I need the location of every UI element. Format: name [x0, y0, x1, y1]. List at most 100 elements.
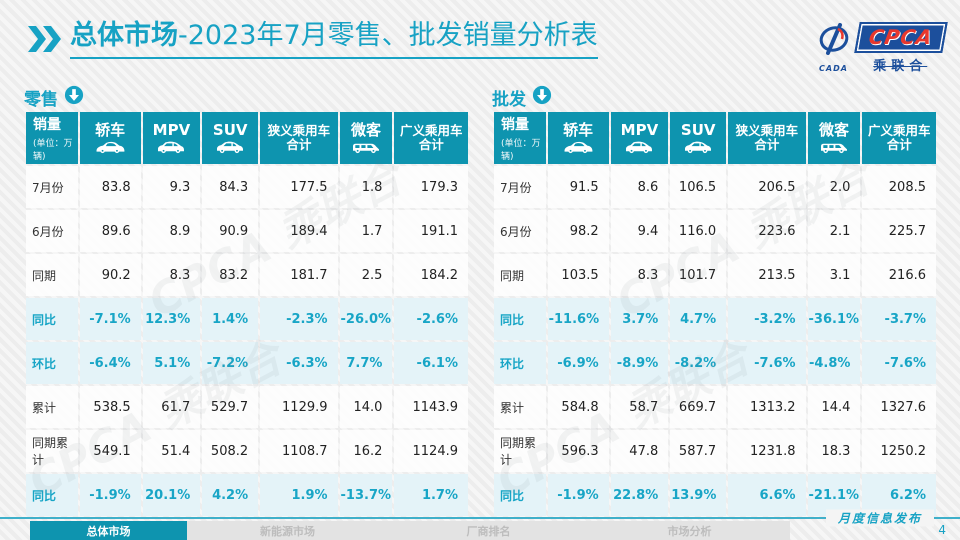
header-row: 销量 (单位：万辆) 轿车 MPV SUV 狭义乘用车 合计 微客 广义乘用车 合计 — [494, 112, 936, 164]
table-row: 同期 90.2 8.3 83.2 181.7 2.5 184.2 — [26, 254, 468, 296]
cell: 14.0 — [339, 386, 393, 428]
cell: 8.3 — [610, 254, 669, 296]
row-label: 累计 — [494, 386, 546, 428]
cell: 1129.9 — [260, 386, 338, 428]
cell: -6.9% — [547, 342, 609, 384]
cell: 12.3% — [142, 298, 201, 340]
cell: 91.5 — [547, 166, 609, 208]
cell: 6.2% — [862, 474, 936, 516]
footer-tabs: 总体市场 新能源市场 厂商排名 市场分析 — [30, 521, 790, 540]
column-header: 狭义乘用车 合计 — [260, 112, 338, 164]
cell: 1.8 — [339, 166, 393, 208]
cell: 1327.6 — [862, 386, 936, 428]
cell: 189.4 — [260, 210, 338, 252]
cell: 549.1 — [79, 430, 141, 472]
cell: 8.6 — [610, 166, 669, 208]
row-label: 环比 — [26, 342, 78, 384]
cell: 90.9 — [202, 210, 259, 252]
tab-nev-market[interactable]: 新能源市场 — [260, 524, 315, 538]
release-label: 月度信息发布 — [825, 509, 934, 527]
cell: -7.2% — [202, 342, 259, 384]
cell: 1250.2 — [862, 430, 936, 472]
cell: 20.1% — [142, 474, 201, 516]
footer-tab-strip: 新能源市场 厂商排名 市场分析 — [187, 521, 790, 540]
column-label: 轿车 — [95, 120, 126, 139]
microvan-icon — [340, 141, 393, 154]
cell: 6.6% — [728, 474, 806, 516]
tab-market-analysis[interactable]: 市场分析 — [667, 524, 712, 538]
column-label: 微客 — [818, 120, 849, 139]
cell: 225.7 — [862, 210, 936, 252]
sales-label: 销量 — [33, 117, 61, 133]
cell: 4.7% — [670, 298, 727, 340]
column-header: 轿车 — [547, 112, 609, 164]
row-label: 6月份 — [26, 210, 78, 252]
cell: 538.5 — [79, 386, 141, 428]
table-row: 环比 -6.4% 5.1% -7.2% -6.3% 7.7% -6.1% — [26, 342, 468, 384]
column-header: SUV — [202, 112, 259, 164]
sedan-icon — [548, 141, 609, 154]
cell: -1.9% — [79, 474, 141, 516]
circle-down-arrow-icon — [532, 85, 552, 109]
cell: -2.3% — [260, 298, 338, 340]
wholesale-section: CPCA 乘联合 CPCA 乘联合 批发 — [488, 84, 938, 518]
column-label: SUV — [212, 120, 248, 139]
cpca-wordmark: CPCA — [853, 22, 947, 53]
section-title-wholesale: 批发 — [492, 89, 526, 110]
retail-section-header: 零售 — [24, 84, 470, 110]
table-row: 同期累计 549.1 51.4 508.2 1108.7 16.2 1124.9 — [26, 430, 468, 472]
column-header: 广义乘用车 合计 — [394, 112, 468, 164]
row-label: 同比 — [494, 474, 546, 516]
cell: 58.7 — [610, 386, 669, 428]
cell: 529.7 — [202, 386, 259, 428]
table-row: 同期 103.5 8.3 101.7 213.5 3.1 216.6 — [494, 254, 936, 296]
tab-oem-ranking[interactable]: 厂商排名 — [466, 524, 511, 538]
table-row: 同比 -1.9% 22.8% 13.9% 6.6% -21.1% 6.2% — [494, 474, 936, 516]
sales-unit: (单位：万辆) — [33, 139, 73, 162]
cell: 89.6 — [79, 210, 141, 252]
table-row: 累计 584.8 58.7 669.7 1313.2 14.4 1327.6 — [494, 386, 936, 428]
cell: 16.2 — [339, 430, 393, 472]
column-label-line2: 合计 — [754, 137, 780, 152]
cpca-chinese-name: 乘联合 — [873, 59, 928, 74]
row-label: 7月份 — [494, 166, 546, 208]
retail-table: 销量 (单位：万辆) 轿车 MPV SUV 狭义乘用车 合计 微客 广义乘用车 合计 7月份 8… — [24, 110, 470, 518]
sales-unit: (单位：万辆) — [501, 139, 541, 162]
tab-overall-market[interactable]: 总体市场 — [30, 521, 187, 540]
header-row: 销量 (单位：万辆) 轿车 MPV SUV 狭义乘用车 合计 微客 广义乘用车 合计 — [26, 112, 468, 164]
row-label: 同期累计 — [494, 430, 546, 472]
row-label: 同比 — [494, 298, 546, 340]
cell: -2.6% — [394, 298, 468, 340]
cell: 184.2 — [394, 254, 468, 296]
table-row: 7月份 91.5 8.6 106.5 206.5 2.0 208.5 — [494, 166, 936, 208]
column-header: MPV — [610, 112, 669, 164]
cell: 191.1 — [394, 210, 468, 252]
cell: 208.5 — [862, 166, 936, 208]
cell: 18.3 — [807, 430, 861, 472]
cell: 216.6 — [862, 254, 936, 296]
column-header: MPV — [142, 112, 201, 164]
cell: -3.7% — [862, 298, 936, 340]
cell: 4.2% — [202, 474, 259, 516]
row-label: 6月份 — [494, 210, 546, 252]
column-label: 微客 — [350, 120, 381, 139]
column-label: SUV — [680, 120, 716, 139]
column-header: 广义乘用车 合计 — [862, 112, 936, 164]
cell: 5.1% — [142, 342, 201, 384]
cell: -3.2% — [728, 298, 806, 340]
column-label: MPV — [620, 120, 659, 139]
cell: 508.2 — [202, 430, 259, 472]
cell: 8.9 — [142, 210, 201, 252]
cell: 9.3 — [142, 166, 201, 208]
row-label: 环比 — [494, 342, 546, 384]
table-row: 累计 538.5 61.7 529.7 1129.9 14.0 1143.9 — [26, 386, 468, 428]
column-header: 狭义乘用车 合计 — [728, 112, 806, 164]
cpca-logo-block: CPCA 乘联合 — [853, 22, 947, 74]
cell: 116.0 — [670, 210, 727, 252]
suv-icon — [202, 141, 258, 154]
cell: 106.5 — [670, 166, 727, 208]
section-title-retail: 零售 — [24, 89, 58, 110]
cell: 1108.7 — [260, 430, 338, 472]
mpv-icon — [611, 141, 669, 154]
double-chevron-icon — [28, 26, 62, 56]
